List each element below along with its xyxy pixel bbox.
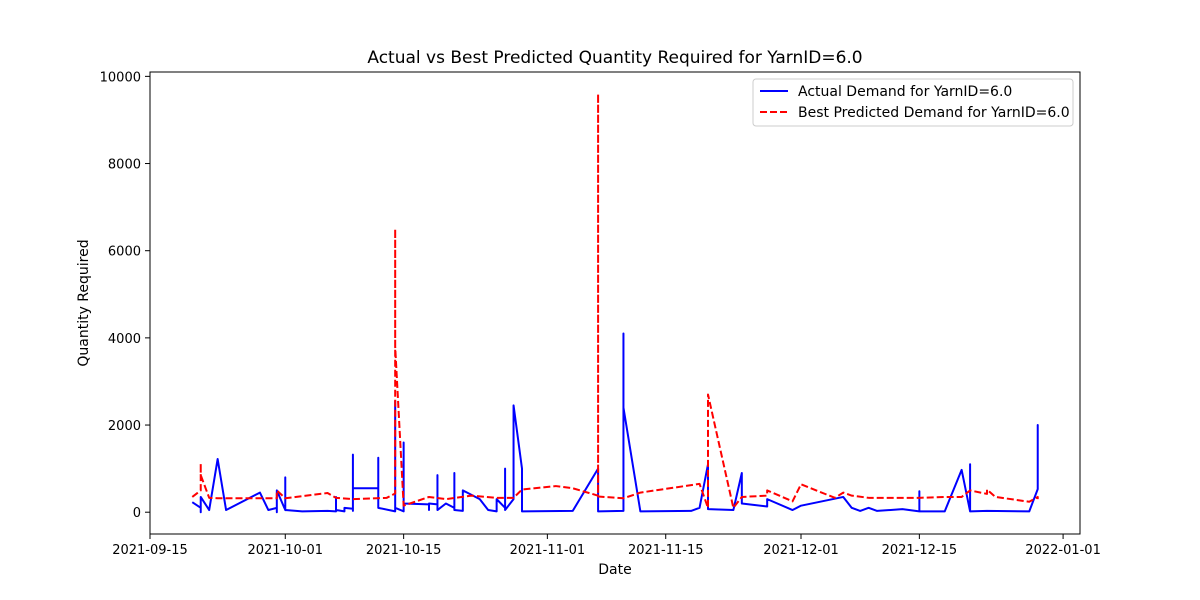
y-tick-label: 10000 xyxy=(100,70,141,85)
y-tick-label: 4000 xyxy=(108,332,141,347)
y-tick-label: 6000 xyxy=(108,245,141,260)
x-tick-label: 2021-12-01 xyxy=(763,543,839,558)
plot-lines xyxy=(191,92,1039,514)
legend: Actual Demand for YarnID=6.0 Best Predic… xyxy=(752,78,1074,127)
x-axis-title: Date xyxy=(598,562,631,578)
x-tick-label: 2021-11-01 xyxy=(510,543,586,558)
actual-demand-line xyxy=(191,332,1039,514)
x-tick-label: 2021-09-15 xyxy=(112,543,188,558)
y-tick-label: 8000 xyxy=(108,158,141,173)
x-tick-label: 2022-01-01 xyxy=(1025,543,1101,558)
legend-actual-label: Actual Demand for YarnID=6.0 xyxy=(798,84,1012,100)
x-tick-label: 2021-10-01 xyxy=(247,543,323,558)
legend-predicted-label: Best Predicted Demand for YarnID=6.0 xyxy=(798,105,1070,121)
x-tick-label: 2021-12-15 xyxy=(882,543,958,558)
x-tick-label: 2021-11-15 xyxy=(628,543,704,558)
y-tick-label: 0 xyxy=(133,506,141,521)
y-tick-label: 2000 xyxy=(108,419,141,434)
x-tick-label: 2021-10-15 xyxy=(366,543,442,558)
y-axis: 0 2000 4000 6000 8000 10000 xyxy=(100,70,150,521)
plot-frame xyxy=(149,71,1081,535)
legend-box xyxy=(752,78,1074,127)
y-axis-title: Quantity Required xyxy=(76,239,92,366)
x-axis: 2021-09-15 2021-10-01 2021-10-15 2021-11-01… xyxy=(112,534,1101,558)
predicted-demand-line xyxy=(191,92,1039,509)
chart-title: Actual vs Best Predicted Quantity Requir… xyxy=(367,48,862,68)
